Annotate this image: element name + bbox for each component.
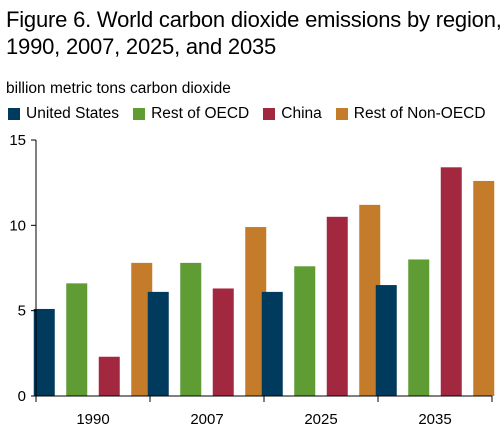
bar-china-2035 xyxy=(440,167,462,396)
chart-title-line-2: 1990, 2007, 2025, and 2035 xyxy=(6,34,277,59)
bar-united-states-2025 xyxy=(261,291,283,396)
legend-label: China xyxy=(281,105,322,122)
legend-swatch xyxy=(335,108,348,120)
bar-rest-of-non-oecd-2007 xyxy=(245,227,267,396)
legend-label: United States xyxy=(26,105,120,122)
bar-rest-of-oecd-2025 xyxy=(294,266,316,396)
bar-china-1990 xyxy=(98,356,120,396)
legend-swatch xyxy=(263,108,276,120)
legend-item-rest-of-oecd: Rest of OECD xyxy=(133,105,249,123)
legend-swatch xyxy=(8,108,20,120)
x-tick-label: 2007 xyxy=(190,411,223,428)
legend-item-united-states: United States xyxy=(8,105,119,123)
chart-title: Figure 6. World carbon dioxide emissions… xyxy=(6,6,502,60)
x-tick-label: 2025 xyxy=(304,411,337,428)
bar-rest-of-non-oecd-1990 xyxy=(131,262,153,396)
legend-label: Rest of OECD xyxy=(151,105,250,122)
legend-item-china: China xyxy=(263,105,322,123)
y-tick-label: 0 xyxy=(18,388,26,405)
bar-rest-of-non-oecd-2035 xyxy=(473,180,495,396)
bar-rest-of-oecd-2035 xyxy=(408,259,430,396)
bar-rest-of-oecd-1990 xyxy=(66,283,88,396)
chart-title-line-1: Figure 6. World carbon dioxide emissions… xyxy=(6,7,502,32)
legend: United States Rest of OECD China Rest of… xyxy=(8,105,500,123)
bar-china-2007 xyxy=(212,288,234,396)
legend-label: Rest of Non-OECD xyxy=(353,105,486,122)
bar-united-states-2007 xyxy=(147,291,169,396)
bar-rest-of-non-oecd-2025 xyxy=(359,204,381,396)
y-axis-label: billion metric tons carbon dioxide xyxy=(6,80,231,97)
legend-item-rest-of-non-oecd: Rest of Non-OECD xyxy=(335,105,486,123)
legend-swatch xyxy=(133,108,146,120)
y-tick-label: 15 xyxy=(9,132,26,149)
x-tick-label: 1990 xyxy=(76,411,109,428)
bar-united-states-1990 xyxy=(33,308,55,396)
x-tick-label: 2035 xyxy=(418,411,451,428)
bar-rest-of-oecd-2007 xyxy=(180,262,202,396)
bar-china-2025 xyxy=(326,216,348,396)
y-tick-label: 5 xyxy=(18,303,26,320)
bar-united-states-2035 xyxy=(375,285,397,396)
y-tick-label: 10 xyxy=(9,217,26,234)
